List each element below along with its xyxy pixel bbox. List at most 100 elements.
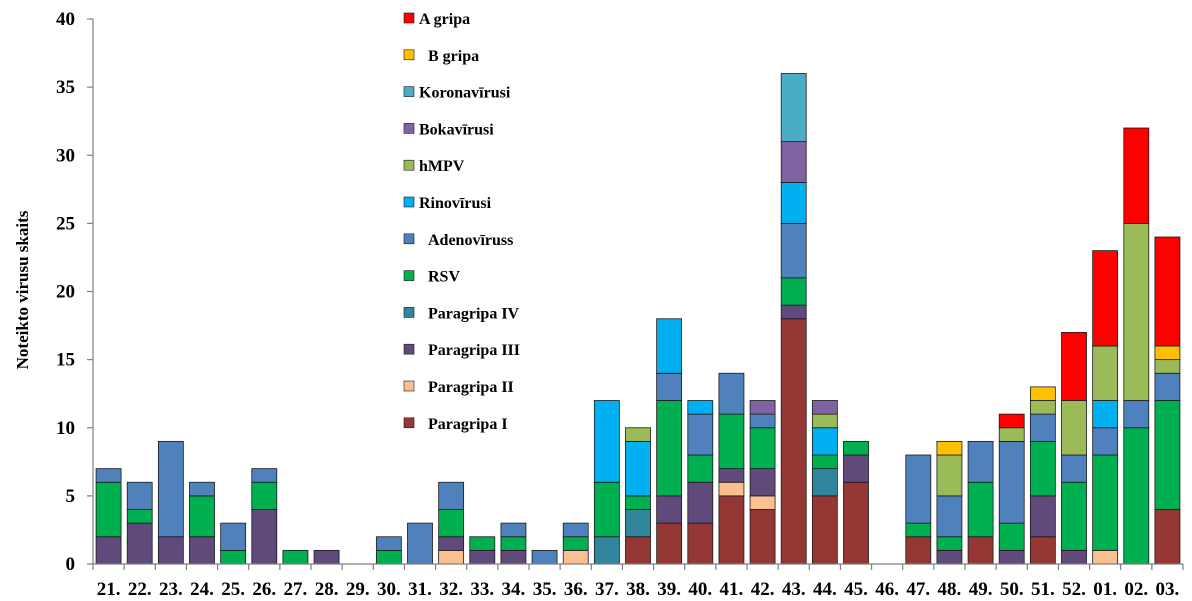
x-tick-label: 36. — [564, 579, 588, 600]
bar-segment-adenoviruss — [407, 522, 433, 565]
bar-segment-rsv — [656, 400, 683, 497]
bar-segment-adenoviruss — [718, 372, 745, 415]
x-tick-label: 24. — [190, 579, 214, 600]
bar-segment-paragripa-ii — [718, 481, 745, 497]
legend-label-rsv: RSV — [428, 269, 460, 286]
x-tick-label: 03. — [1156, 579, 1180, 600]
x-tick-label: 27. — [284, 579, 308, 600]
bar-segment-a-gripa — [1154, 236, 1181, 347]
bar-segment-rsv — [189, 495, 215, 538]
bar-segment-rsv — [687, 454, 714, 483]
y-tick-label: 25 — [56, 213, 75, 234]
bar-segment-paragripa-iii — [189, 536, 215, 565]
bar-segment-paragripa-iii — [438, 536, 465, 551]
legend-label-paragripa-i: Paragripa I — [428, 416, 508, 433]
bar-segment-adenoviruss — [500, 522, 527, 538]
legend-swatch-rsv — [403, 270, 415, 281]
bar-segment-rsv — [967, 481, 994, 538]
legend-label-rinovirusi: Rinovīrusi — [419, 195, 492, 212]
bar-segment-paragripa-i — [687, 522, 714, 565]
legend-label-bokavirusi: Bokavīrusi — [419, 121, 494, 138]
legend-label-a-gripa: A gripa — [419, 11, 470, 28]
bar-segment-adenoviruss — [251, 468, 278, 483]
x-tick-label: 32. — [439, 579, 463, 600]
bar-segment-paragripa-iii — [843, 454, 869, 483]
x-tick-label: 35. — [533, 579, 557, 600]
bar-segment-paragripa-i — [625, 536, 651, 565]
bar-segment-rsv — [718, 413, 745, 470]
bar-segment-paragripa-iv — [625, 509, 651, 538]
bar-segment-rsv — [126, 509, 153, 524]
bar-segment-hmpv — [1154, 359, 1181, 374]
bar-segment-adenoviruss — [998, 440, 1025, 524]
bar-segment-paragripa-ii — [749, 495, 776, 510]
bar-segment-rinovirusi — [811, 427, 838, 456]
legend-swatch-paragripa-i — [403, 417, 415, 429]
bar-segment-bokavirusi — [811, 400, 838, 415]
bar-segment-paragripa-iii — [1029, 495, 1056, 538]
bar-segment-rinovirusi — [780, 182, 807, 224]
x-tick-label: 37. — [595, 579, 619, 600]
x-tick-label: 44. — [813, 579, 837, 600]
legend-swatch-hmpv — [403, 159, 415, 171]
bar-segment-paragripa-iv — [593, 536, 620, 565]
bar-segment-hmpv — [1092, 345, 1119, 401]
y-tick-label: 30 — [56, 145, 75, 166]
y-axis-label: Noteikto virusu skaits — [13, 210, 32, 369]
x-tick-label: 49. — [969, 579, 993, 600]
bar-segment-paragripa-iii — [998, 549, 1025, 565]
bar-segment-rsv — [905, 522, 932, 538]
bar-segment-paragripa-i — [843, 481, 869, 565]
bar-segment-paragripa-i — [656, 522, 683, 565]
legend-swatch-adenoviruss — [403, 233, 415, 245]
bar-segment-paragripa-iii — [500, 549, 527, 565]
bars-group — [95, 73, 1181, 565]
bar-segment-rsv — [593, 481, 620, 538]
bar-segment-paragripa-i — [1029, 536, 1056, 565]
bar-segment-adenoviruss — [1154, 372, 1181, 401]
legend: A gripa B gripa Koronavīrusi Bokavīrusi hMPV… — [403, 11, 520, 433]
y-tick-label: 40 — [56, 9, 75, 30]
bar-segment-rsv — [1029, 440, 1056, 497]
legend-swatch-rinovirusi — [403, 196, 415, 208]
bar-segment-b-gripa — [1154, 345, 1181, 361]
y-tick-label: 5 — [66, 486, 76, 507]
bar-segment-paragripa-iii — [251, 509, 278, 565]
bar-segment-bokavirusi — [749, 400, 776, 415]
bar-segment-adenoviruss — [189, 481, 215, 497]
y-tick-label: 0 — [66, 554, 76, 575]
bar-segment-adenoviruss — [157, 440, 184, 538]
legend-swatch-koronavirusi — [403, 86, 415, 97]
x-tick-label: 25. — [221, 579, 245, 600]
bar-segment-hmpv — [1029, 400, 1056, 415]
x-tick-label: 48. — [938, 579, 962, 600]
bar-segment-paragripa-iii — [157, 536, 184, 565]
x-tick-label: 30. — [377, 579, 401, 600]
y-tick-label: 20 — [56, 282, 75, 303]
bar-segment-paragripa-iii — [95, 536, 122, 565]
x-tick-label: 22. — [128, 579, 152, 600]
bar-segment-adenoviruss — [1123, 400, 1150, 429]
bar-segment-rsv — [936, 536, 963, 551]
bar-segment-bokavirusi — [780, 141, 807, 183]
x-tick-label: 23. — [159, 579, 183, 600]
bar-segment-adenoviruss — [531, 549, 558, 565]
bar-segment-rsv — [220, 549, 247, 565]
legend-label-paragripa-ii: Paragripa II — [428, 379, 514, 396]
x-tick-label: 51. — [1031, 579, 1055, 600]
y-tick-label: 35 — [56, 77, 75, 98]
bar-segment-a-gripa — [1123, 127, 1150, 224]
bar-segment-adenoviruss — [562, 522, 589, 538]
bar-segment-paragripa-i — [905, 536, 932, 565]
bar-segment-a-gripa — [1092, 250, 1119, 347]
x-tick-label: 39. — [657, 579, 681, 600]
legend-label-b-gripa: B gripa — [428, 48, 479, 65]
bar-segment-rsv — [811, 454, 838, 470]
bar-segment-hmpv — [625, 427, 651, 442]
bar-segment-rinovirusi — [656, 318, 683, 374]
bar-segment-rsv — [998, 522, 1025, 551]
bar-segment-rsv — [780, 277, 807, 306]
bar-segment-adenoviruss — [95, 468, 122, 483]
bar-segment-adenoviruss — [1061, 454, 1087, 483]
